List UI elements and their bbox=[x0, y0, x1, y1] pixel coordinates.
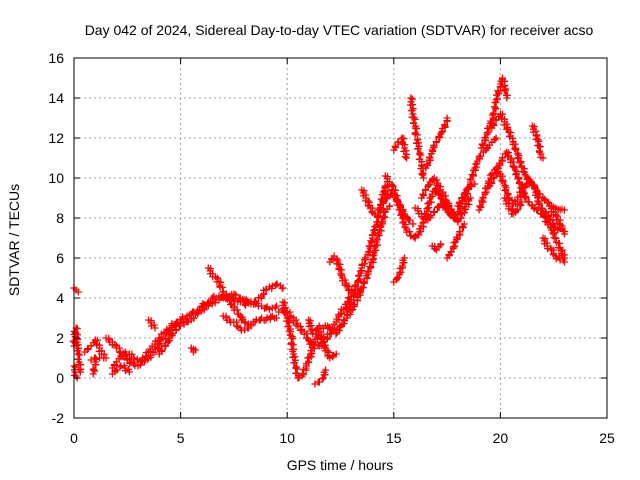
data-point-markers bbox=[108, 362, 133, 378]
y-tick-label: 0 bbox=[56, 370, 64, 386]
y-tick-label: 4 bbox=[56, 290, 64, 306]
x-tick-label: 5 bbox=[177, 430, 185, 446]
data-point-markers bbox=[108, 318, 180, 372]
data-point-markers bbox=[81, 336, 110, 362]
series-trace-s bbox=[390, 134, 411, 162]
data-point-markers bbox=[418, 174, 456, 214]
data-point-markers bbox=[486, 148, 569, 238]
series-trace-ff bbox=[528, 122, 547, 162]
data-point-markers bbox=[443, 220, 468, 262]
data-point-markers bbox=[501, 194, 526, 218]
data-point-markers bbox=[390, 254, 408, 286]
data-points bbox=[69, 74, 569, 388]
grid-lines bbox=[74, 58, 607, 418]
y-tick-label: 10 bbox=[48, 170, 64, 186]
series-trace-u bbox=[411, 194, 475, 226]
data-point-markers bbox=[311, 366, 330, 388]
data-point-markers bbox=[326, 252, 355, 296]
series-trace-ee bbox=[501, 194, 526, 218]
series-trace-early-4 bbox=[81, 336, 110, 362]
series-trace-r bbox=[390, 254, 408, 286]
series-trace-early-5 bbox=[87, 354, 104, 364]
x-tick-label: 25 bbox=[599, 430, 615, 446]
series-trace-m bbox=[305, 316, 323, 338]
series-trace-l bbox=[317, 332, 340, 362]
data-point-markers bbox=[488, 110, 568, 214]
series-trace-o bbox=[343, 286, 362, 316]
data-point-markers bbox=[454, 180, 479, 210]
data-point-markers bbox=[407, 94, 428, 182]
data-point-markers bbox=[305, 316, 323, 338]
x-tick-label: 15 bbox=[386, 430, 402, 446]
y-tick-label: -2 bbox=[52, 410, 65, 426]
series-trace-e bbox=[145, 316, 159, 332]
plot-frame bbox=[73, 57, 608, 419]
y-tick-label: 8 bbox=[56, 210, 64, 226]
series-trace-dd bbox=[488, 110, 568, 214]
series-trace-t bbox=[407, 94, 428, 182]
x-tick-label: 10 bbox=[279, 430, 295, 446]
series-trace-f bbox=[187, 344, 199, 356]
series-trace-x bbox=[428, 240, 445, 254]
series-trace-b bbox=[108, 318, 180, 372]
y-axis-label: SDTVAR / TECUs bbox=[6, 184, 22, 296]
data-point-markers bbox=[528, 122, 547, 162]
series-trace-z bbox=[454, 180, 479, 210]
series-trace-cc bbox=[486, 148, 569, 238]
data-point-markers bbox=[545, 202, 566, 230]
series-trace-gg bbox=[539, 234, 568, 266]
x-tick-label: 20 bbox=[493, 430, 509, 446]
y-tick-label: 12 bbox=[48, 130, 64, 146]
data-point-markers bbox=[477, 74, 511, 152]
data-point-markers bbox=[539, 234, 568, 266]
series-trace-g bbox=[204, 264, 280, 330]
series-trace-d bbox=[155, 290, 280, 358]
data-point-markers bbox=[411, 194, 475, 226]
series-trace-k bbox=[311, 366, 330, 388]
y-tick-label: 6 bbox=[56, 250, 64, 266]
data-point-markers bbox=[219, 312, 253, 334]
data-point-markers bbox=[87, 354, 104, 364]
series-trace-v bbox=[418, 174, 456, 214]
chart-title: Day 042 of 2024, Sidereal Day-to-day VTE… bbox=[85, 22, 594, 38]
data-point-markers bbox=[279, 202, 394, 382]
y-tick-label: 14 bbox=[48, 90, 64, 106]
data-point-markers bbox=[428, 240, 445, 254]
y-tick-label: 16 bbox=[48, 50, 64, 66]
y-tick-label: 2 bbox=[56, 330, 64, 346]
data-point-markers bbox=[145, 316, 159, 332]
series-trace-n bbox=[326, 252, 355, 296]
series-trace-h bbox=[219, 312, 253, 334]
series-trace-hh bbox=[545, 202, 566, 230]
axis-ticks: -2 0 2 4 6 8 10 12 14 16 0 5 10 15 20 25 bbox=[48, 50, 615, 446]
series-trace-y bbox=[443, 220, 468, 262]
data-point-markers bbox=[390, 134, 411, 162]
series-trace-j bbox=[279, 202, 394, 382]
series-trace-c bbox=[108, 362, 133, 378]
x-tick-label: 0 bbox=[70, 430, 78, 446]
data-point-markers bbox=[317, 332, 340, 362]
data-point-markers bbox=[155, 290, 280, 358]
data-point-markers bbox=[422, 114, 451, 172]
x-axis-label: GPS time / hours bbox=[287, 457, 394, 473]
data-point-markers bbox=[89, 358, 100, 378]
data-point-markers bbox=[204, 264, 280, 330]
data-point-markers bbox=[187, 344, 199, 356]
series-trace-w bbox=[422, 114, 451, 172]
series-trace-early-6 bbox=[89, 358, 100, 378]
series-trace-bb bbox=[477, 74, 511, 152]
data-point-markers bbox=[343, 286, 362, 316]
